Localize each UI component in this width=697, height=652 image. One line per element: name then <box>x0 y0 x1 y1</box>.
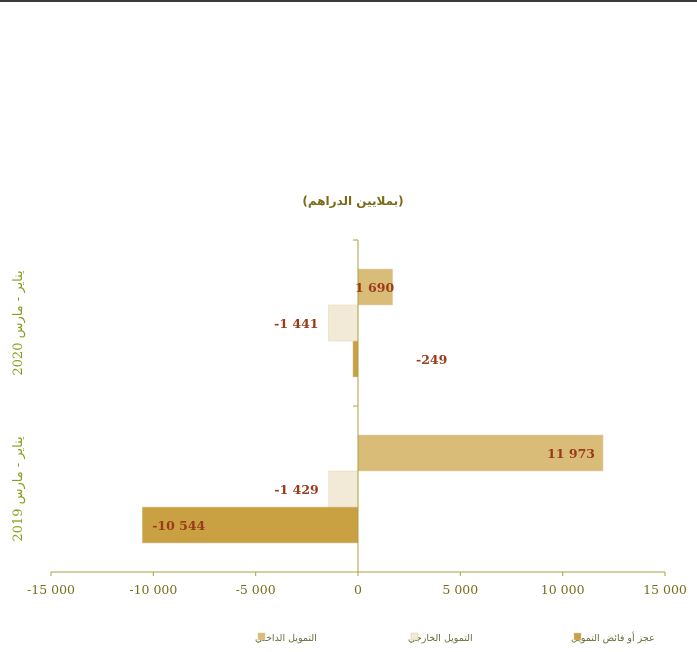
x-tick-label: -15 000 <box>27 582 75 597</box>
x-tick-label: 0 <box>354 582 362 597</box>
legend-label: عجز أو فائض التمويل <box>571 631 655 644</box>
data-label: -1 429 <box>274 482 318 497</box>
data-label: 11 973 <box>547 446 595 461</box>
legend-label: التمويل الخارجي <box>408 633 473 644</box>
bar <box>357 268 393 306</box>
chart-subtitle: (بملايين الدراهم) <box>302 194 403 208</box>
bar <box>328 304 359 342</box>
top-rule <box>0 0 697 2</box>
legend-swatch <box>410 632 419 641</box>
x-tick-label: -10 000 <box>129 582 177 597</box>
data-label: -249 <box>416 352 447 367</box>
legend-label: التمويل الداخلي <box>255 633 317 644</box>
x-tick-label: 10 000 <box>541 582 585 597</box>
x-tick-label: 5 000 <box>442 582 478 597</box>
bar <box>328 470 359 508</box>
x-tick-label: -5 000 <box>236 582 276 597</box>
bar <box>357 434 604 472</box>
bar <box>352 340 359 378</box>
data-label: -1 441 <box>274 316 318 331</box>
data-label: -10 544 <box>152 518 205 533</box>
data-label: 1 690 <box>355 280 394 295</box>
legend-swatch <box>573 632 582 641</box>
x-tick-label: 15 000 <box>643 582 687 597</box>
category-label: يناير - مارس 2020 <box>11 270 26 376</box>
legend-swatch <box>257 632 266 641</box>
category-label: يناير - مارس 2019 <box>11 436 26 542</box>
